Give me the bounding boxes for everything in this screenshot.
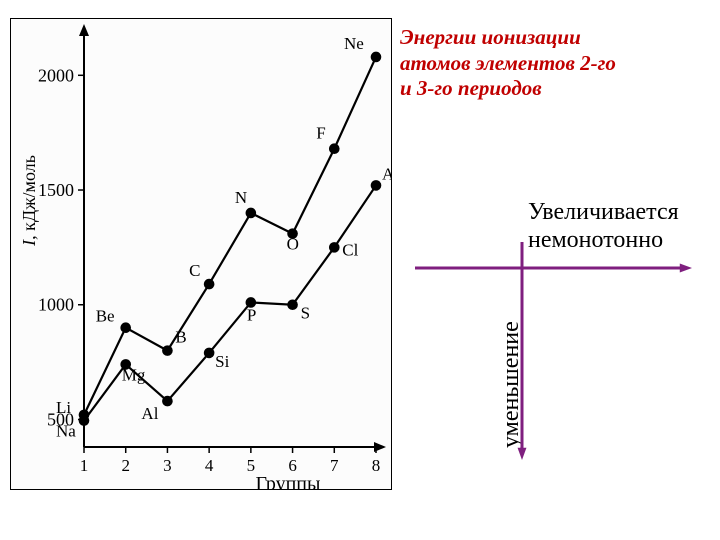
svg-text:7: 7 xyxy=(330,456,339,475)
svg-text:1500: 1500 xyxy=(38,180,74,200)
title-line-3: и 3-го периодов xyxy=(400,76,542,100)
vertical-trend-label: уменьшение xyxy=(498,321,525,448)
title-line-2: атомов элементов 2-го xyxy=(400,51,616,75)
horizontal-trend-label: Увеличивается немонотонно xyxy=(528,198,679,255)
horiz-label-line-1: Увеличивается xyxy=(528,199,679,225)
svg-text:3: 3 xyxy=(163,456,172,475)
horiz-label-line-2: немонотонно xyxy=(528,227,663,253)
ionization-chart: 50010001500200012345678ГруппыI, кДж/моль… xyxy=(10,18,392,490)
svg-text:F: F xyxy=(316,124,325,143)
chart-title: Энергии ионизации атомов элементов 2-го … xyxy=(400,25,710,102)
svg-text:N: N xyxy=(235,188,247,207)
svg-text:5: 5 xyxy=(247,456,256,475)
svg-text:S: S xyxy=(301,304,310,323)
svg-text:Группы: Группы xyxy=(256,473,321,489)
annotation-panel: Энергии ионизации атомов элементов 2-го … xyxy=(400,25,710,102)
svg-text:4: 4 xyxy=(205,456,214,475)
svg-text:Ne: Ne xyxy=(344,34,364,53)
svg-text:Cl: Cl xyxy=(342,240,358,259)
svg-text:Li: Li xyxy=(56,398,71,417)
svg-text:B: B xyxy=(175,328,186,347)
svg-text:Na: Na xyxy=(56,422,76,441)
chart-svg: 50010001500200012345678ГруппыI, кДж/моль… xyxy=(11,19,391,489)
vert-label-text: уменьшение xyxy=(498,321,524,448)
svg-text:Al: Al xyxy=(141,404,158,423)
svg-text:2000: 2000 xyxy=(38,65,74,85)
svg-text:2: 2 xyxy=(121,456,130,475)
svg-text:Mg: Mg xyxy=(122,365,146,384)
svg-text:1: 1 xyxy=(80,456,89,475)
svg-text:O: O xyxy=(287,235,299,254)
svg-text:1000: 1000 xyxy=(38,295,74,315)
svg-text:P: P xyxy=(247,305,256,324)
svg-text:C: C xyxy=(189,261,200,280)
svg-text:Ar: Ar xyxy=(382,164,391,183)
svg-text:Si: Si xyxy=(215,352,229,371)
svg-text:Be: Be xyxy=(96,307,115,326)
svg-text:8: 8 xyxy=(372,456,381,475)
title-line-1: Энергии ионизации xyxy=(400,25,581,49)
svg-text:I, кДж/моль: I, кДж/моль xyxy=(19,155,39,247)
